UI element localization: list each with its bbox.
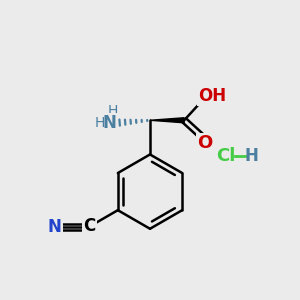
Text: N: N [103,114,117,132]
Text: OH: OH [198,87,226,105]
Text: H: H [245,147,259,165]
Text: N: N [48,218,62,236]
Text: O: O [197,134,213,152]
Text: H: H [108,104,118,118]
Text: C: C [84,217,96,235]
Polygon shape [150,118,184,123]
Text: Cl: Cl [216,147,236,165]
Text: H: H [95,116,105,130]
